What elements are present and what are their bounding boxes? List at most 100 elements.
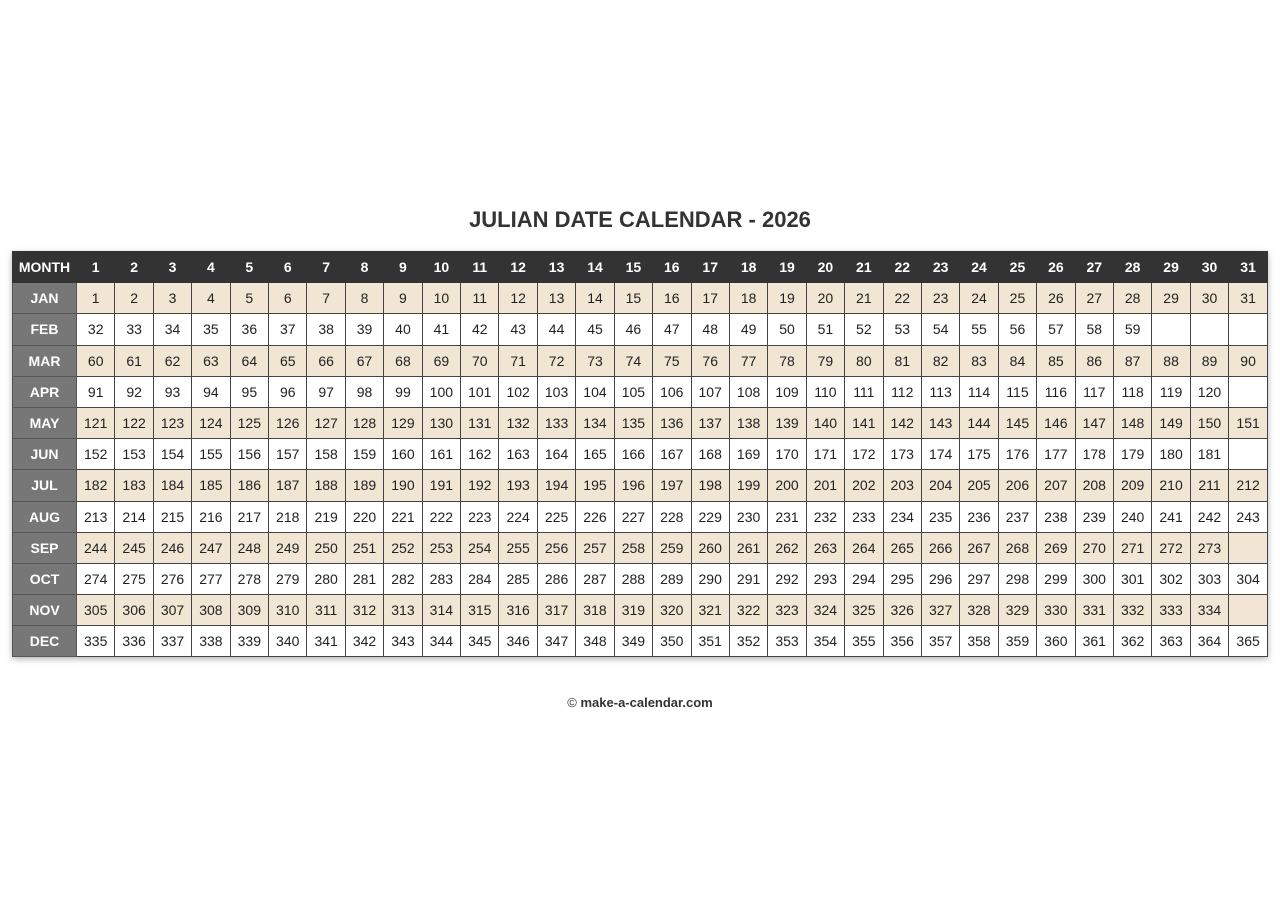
julian-day-cell: 55 [959,313,999,346]
julian-day-cell: 53 [882,313,922,346]
julian-day-cell: 94 [191,375,231,408]
julian-day-cell: 163 [498,438,538,471]
julian-day-cell: 321 [690,594,730,627]
julian-day-cell: 213 [75,500,116,533]
julian-day-cell: 298 [997,562,1038,596]
julian-day-cell: 225 [536,500,577,533]
page-title: JULIAN DATE CALENDAR - 2026 [469,207,811,232]
julian-day-cell: 58 [1074,313,1114,346]
julian-day-cell: 62 [152,344,193,377]
julian-day-cell: 309 [229,594,270,627]
month-row-jan: JAN 1 2 3 4 5 6 7 8 9 10 11 12 13 14 15 16 17 18 19 20 21 22 23… [12,282,1268,315]
julian-day-cell: 240 [1112,500,1153,533]
julian-day-cell: 316 [498,594,538,627]
month-row-apr: APR 91 92 93 94 95 96 97 98 99 100 101 102 103 104 105 1… [12,375,1268,408]
day-header: 21 [844,250,884,284]
julian-day-cell: 195 [575,469,615,502]
julian-day-cell: 260 [690,531,730,564]
julian-day-cell: 25 [997,282,1038,315]
julian-day-cell: 33 [114,313,154,346]
day-header: 1 [75,250,116,284]
julian-day-cell: 75 [652,344,692,377]
day-header: 27 [1074,250,1114,284]
julian-day-cell: 80 [844,344,884,377]
julian-day-cell: 9 [383,282,423,315]
julian-day-cell: 314 [421,594,462,627]
julian-day-cell: 108 [728,375,769,408]
julian-day-cell: 14 [575,282,615,315]
julian-day-cell: 275 [114,562,154,596]
julian-day-cell: 239 [1074,500,1114,533]
julian-day-cell: 222 [421,500,462,533]
julian-day-cell: 167 [652,438,692,471]
julian-day-cell: 237 [997,500,1038,533]
julian-day-cell: 20 [805,282,846,315]
header-row: MONTH 1 2 3 4 5 6 7 8 9 10 11 12 13 14 15 16 17 18 19 20 21 2… [12,250,1268,284]
julian-day-cell: 132 [498,406,538,440]
julian-day-cell: 295 [882,562,922,596]
julian-day-cell: 28 [1112,282,1153,315]
julian-day-cell: 109 [767,375,807,408]
julian-day-cell: 215 [152,500,193,533]
julian-day-cell: 302 [1151,562,1191,596]
julian-day-cell: 241 [1151,500,1191,533]
julian-day-cell: 73 [575,344,615,377]
julian-day-cell: 30 [1189,282,1230,315]
julian-day-cell: 176 [997,438,1038,471]
julian-day-cell: 126 [268,406,308,440]
julian-day-cell: 23 [920,282,961,315]
julian-day-cell: 281 [344,562,385,596]
julian-day-cell: 85 [1036,344,1076,377]
day-header: 26 [1036,250,1076,284]
julian-day-cell: 68 [383,344,423,377]
julian-day-cell: 329 [997,594,1038,627]
julian-day-cell: 169 [728,438,769,471]
day-header: 13 [536,250,577,284]
julian-day-cell: 232 [805,500,846,533]
julian-day-cell: 310 [268,594,308,627]
julian-day-cell: 199 [728,469,769,502]
month-label: DEC [12,625,77,658]
julian-day-cell: 318 [575,594,615,627]
month-row-jun: JUN 152 153 154 155 156 157 158 159 160 161 162 163 1… [12,438,1268,471]
julian-day-cell: 335 [75,625,116,658]
julian-day-cell: 354 [805,625,846,658]
day-header: 17 [690,250,730,284]
julian-day-cell: 99 [383,375,423,408]
julian-day-cell: 330 [1036,594,1076,627]
julian-day-cell: 69 [421,344,462,377]
julian-day-cell: 105 [613,375,654,408]
julian-day-cell: 137 [690,406,730,440]
day-header: 12 [498,250,538,284]
julian-day-cell: 123 [152,406,193,440]
julian-day-cell: 208 [1074,469,1114,502]
julian-day-cell: 255 [498,531,538,564]
julian-day-cell: 289 [652,562,692,596]
julian-day-cell: 113 [920,375,961,408]
julian-day-cell: 312 [344,594,385,627]
julian-day-cell: 91 [75,375,116,408]
julian-day-cell: 13 [536,282,577,315]
julian-day-cell: 254 [460,531,500,564]
julian-day-cell: 39 [344,313,385,346]
julian-day-cell: 288 [613,562,654,596]
empty-cell [1228,313,1268,346]
julian-day-cell: 59 [1112,313,1153,346]
month-row-sep: SEP 244 245 246 247 248 249 250 251 252 253 254 255 2… [12,531,1268,564]
julian-day-cell: 174 [920,438,961,471]
copyright-symbol: © [567,695,577,710]
month-row-mar: MAR 60 61 62 63 64 65 66 67 68 69 70 71 72 73 74 75 76 77 7… [12,344,1268,377]
julian-day-cell: 187 [268,469,308,502]
julian-day-cell: 12 [498,282,538,315]
julian-day-cell: 50 [767,313,807,346]
month-label: MAR [12,344,77,377]
empty-cell [1228,531,1268,564]
julian-day-cell: 180 [1151,438,1191,471]
julian-day-cell: 168 [690,438,730,471]
julian-day-cell: 63 [191,344,231,377]
julian-day-cell: 292 [767,562,807,596]
julian-day-cell: 273 [1189,531,1230,564]
julian-day-cell: 60 [75,344,116,377]
julian-day-cell: 339 [229,625,270,658]
julian-day-cell: 306 [114,594,154,627]
